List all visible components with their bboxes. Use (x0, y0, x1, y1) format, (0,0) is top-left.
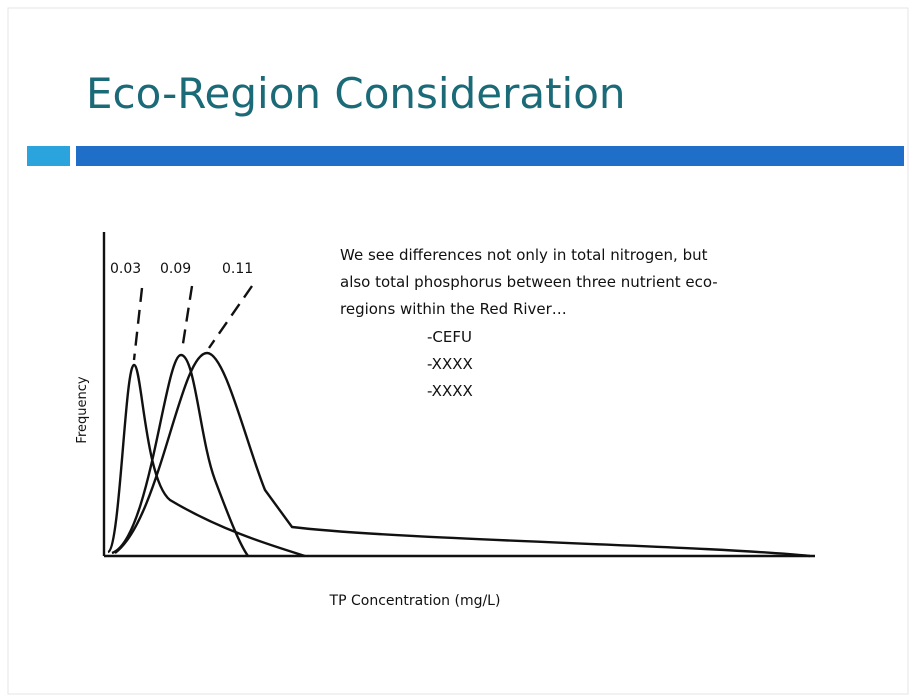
list-item: -CEFU (427, 328, 472, 346)
body-line: regions within the Red River… (340, 300, 567, 318)
slide-title: Eco-Region Consideration (86, 69, 626, 118)
peak-pointer (208, 285, 253, 349)
accent-bar (27, 146, 70, 166)
y-axis-label: Frequency (75, 376, 90, 443)
peak-label: 0.11 (222, 261, 253, 277)
x-axis-label: TP Concentration (mg/L) (329, 593, 501, 609)
curve (111, 353, 249, 557)
curve (106, 363, 306, 558)
curve (114, 351, 811, 558)
diagram (102, 232, 815, 558)
slide-frame (7, 7, 909, 695)
peak-pointer (180, 285, 194, 351)
body-line: We see differences not only in total nit… (340, 246, 708, 264)
list-item: -XXXX (427, 355, 473, 373)
peak-label: 0.09 (160, 261, 191, 277)
title-bar (76, 146, 904, 166)
body-line: also total phosphorus between three nutr… (340, 273, 718, 291)
peak-label: 0.03 (110, 261, 141, 277)
peak-pointer (132, 287, 144, 361)
list-item: -XXXX (427, 382, 473, 400)
